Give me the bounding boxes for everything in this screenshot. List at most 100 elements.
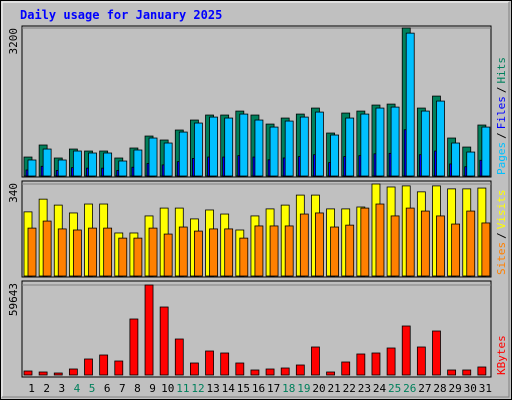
legend-entry: KBytes xyxy=(495,335,508,375)
x-tick-label: 29 xyxy=(449,382,462,395)
bar xyxy=(481,126,491,177)
bar xyxy=(194,230,203,277)
x-tick-label: 9 xyxy=(149,382,156,395)
x-tick-label: 20 xyxy=(312,382,325,395)
bar xyxy=(27,159,37,177)
bar xyxy=(401,325,411,376)
x-tick-label: 26 xyxy=(403,382,416,395)
x-tick-label: 22 xyxy=(343,382,356,395)
bar xyxy=(57,228,67,277)
bar xyxy=(38,371,48,376)
bar xyxy=(144,284,154,376)
bar xyxy=(360,207,370,277)
legend-separator: / xyxy=(495,87,508,94)
bar xyxy=(477,366,487,376)
bar xyxy=(57,159,67,177)
bar xyxy=(190,362,199,376)
x-tick-label: 23 xyxy=(358,382,371,395)
bar xyxy=(88,227,97,277)
x-tick-label: 2 xyxy=(43,382,50,395)
bar xyxy=(209,228,218,277)
bar xyxy=(224,117,234,177)
x-tick-label: 31 xyxy=(479,382,492,395)
x-tick-label: 6 xyxy=(104,382,111,395)
legend-entry: Hits xyxy=(495,57,508,84)
legend-entry: Visits xyxy=(495,190,508,230)
bar xyxy=(224,228,234,277)
bar xyxy=(148,227,158,277)
bar xyxy=(133,237,143,277)
bar xyxy=(405,207,415,277)
bar xyxy=(326,371,335,376)
x-tick-label: 14 xyxy=(222,382,236,395)
bar xyxy=(481,222,491,277)
bar xyxy=(420,110,430,177)
bar xyxy=(178,226,188,277)
bar xyxy=(42,148,52,177)
bar xyxy=(88,152,97,177)
legend-entry: Files xyxy=(495,96,508,129)
bar xyxy=(239,237,249,277)
bar xyxy=(390,215,400,277)
bar xyxy=(405,32,415,177)
bar xyxy=(420,210,430,277)
bar xyxy=(299,116,309,177)
bar xyxy=(345,117,355,177)
x-tick-label: 7 xyxy=(119,382,126,395)
bar xyxy=(209,116,218,177)
bar xyxy=(375,107,385,177)
bar xyxy=(103,152,113,177)
bar xyxy=(68,368,78,376)
x-tick-label: 1 xyxy=(28,382,35,395)
bar xyxy=(315,212,324,277)
bar xyxy=(356,353,366,376)
bar xyxy=(451,142,461,177)
bar xyxy=(295,364,305,376)
bar xyxy=(436,215,445,277)
x-tick-label: 15 xyxy=(237,382,250,395)
bar xyxy=(133,149,143,177)
legend-separator: / xyxy=(495,132,508,139)
bar xyxy=(466,151,476,177)
bar xyxy=(299,213,309,277)
bar xyxy=(341,361,351,376)
bar xyxy=(239,113,249,177)
bar xyxy=(284,120,294,177)
legend-entry: Pages xyxy=(495,142,508,175)
bar xyxy=(254,119,264,177)
x-tick-label: 25 xyxy=(388,382,401,395)
bar xyxy=(72,229,82,277)
bar xyxy=(84,358,93,376)
bar xyxy=(280,367,290,376)
bar xyxy=(72,150,82,177)
bar xyxy=(345,224,355,277)
bar xyxy=(42,220,52,277)
bar xyxy=(416,346,426,376)
x-tick-label: 12 xyxy=(191,382,204,395)
x-tick-label: 8 xyxy=(134,382,141,395)
bar xyxy=(311,346,320,376)
bar xyxy=(194,122,203,177)
x-tick-label: 30 xyxy=(464,382,477,395)
bar xyxy=(269,126,279,177)
bar xyxy=(269,225,279,277)
bar xyxy=(447,369,457,376)
x-tick-label: 16 xyxy=(252,382,265,395)
bar xyxy=(148,137,158,177)
y-tick-label: 340 xyxy=(7,183,20,203)
bar xyxy=(118,160,128,177)
bar xyxy=(390,106,400,177)
bar xyxy=(178,131,188,177)
bar xyxy=(174,338,184,376)
legend-separator: / xyxy=(495,232,508,239)
y-tick-label: 59643 xyxy=(7,283,20,316)
bar xyxy=(284,225,294,277)
bar xyxy=(375,203,385,277)
x-tick-label: 21 xyxy=(328,382,341,395)
x-tick-label: 28 xyxy=(433,382,446,395)
bar xyxy=(23,370,33,376)
x-tick-label: 4 xyxy=(74,382,81,395)
bar xyxy=(462,369,472,376)
